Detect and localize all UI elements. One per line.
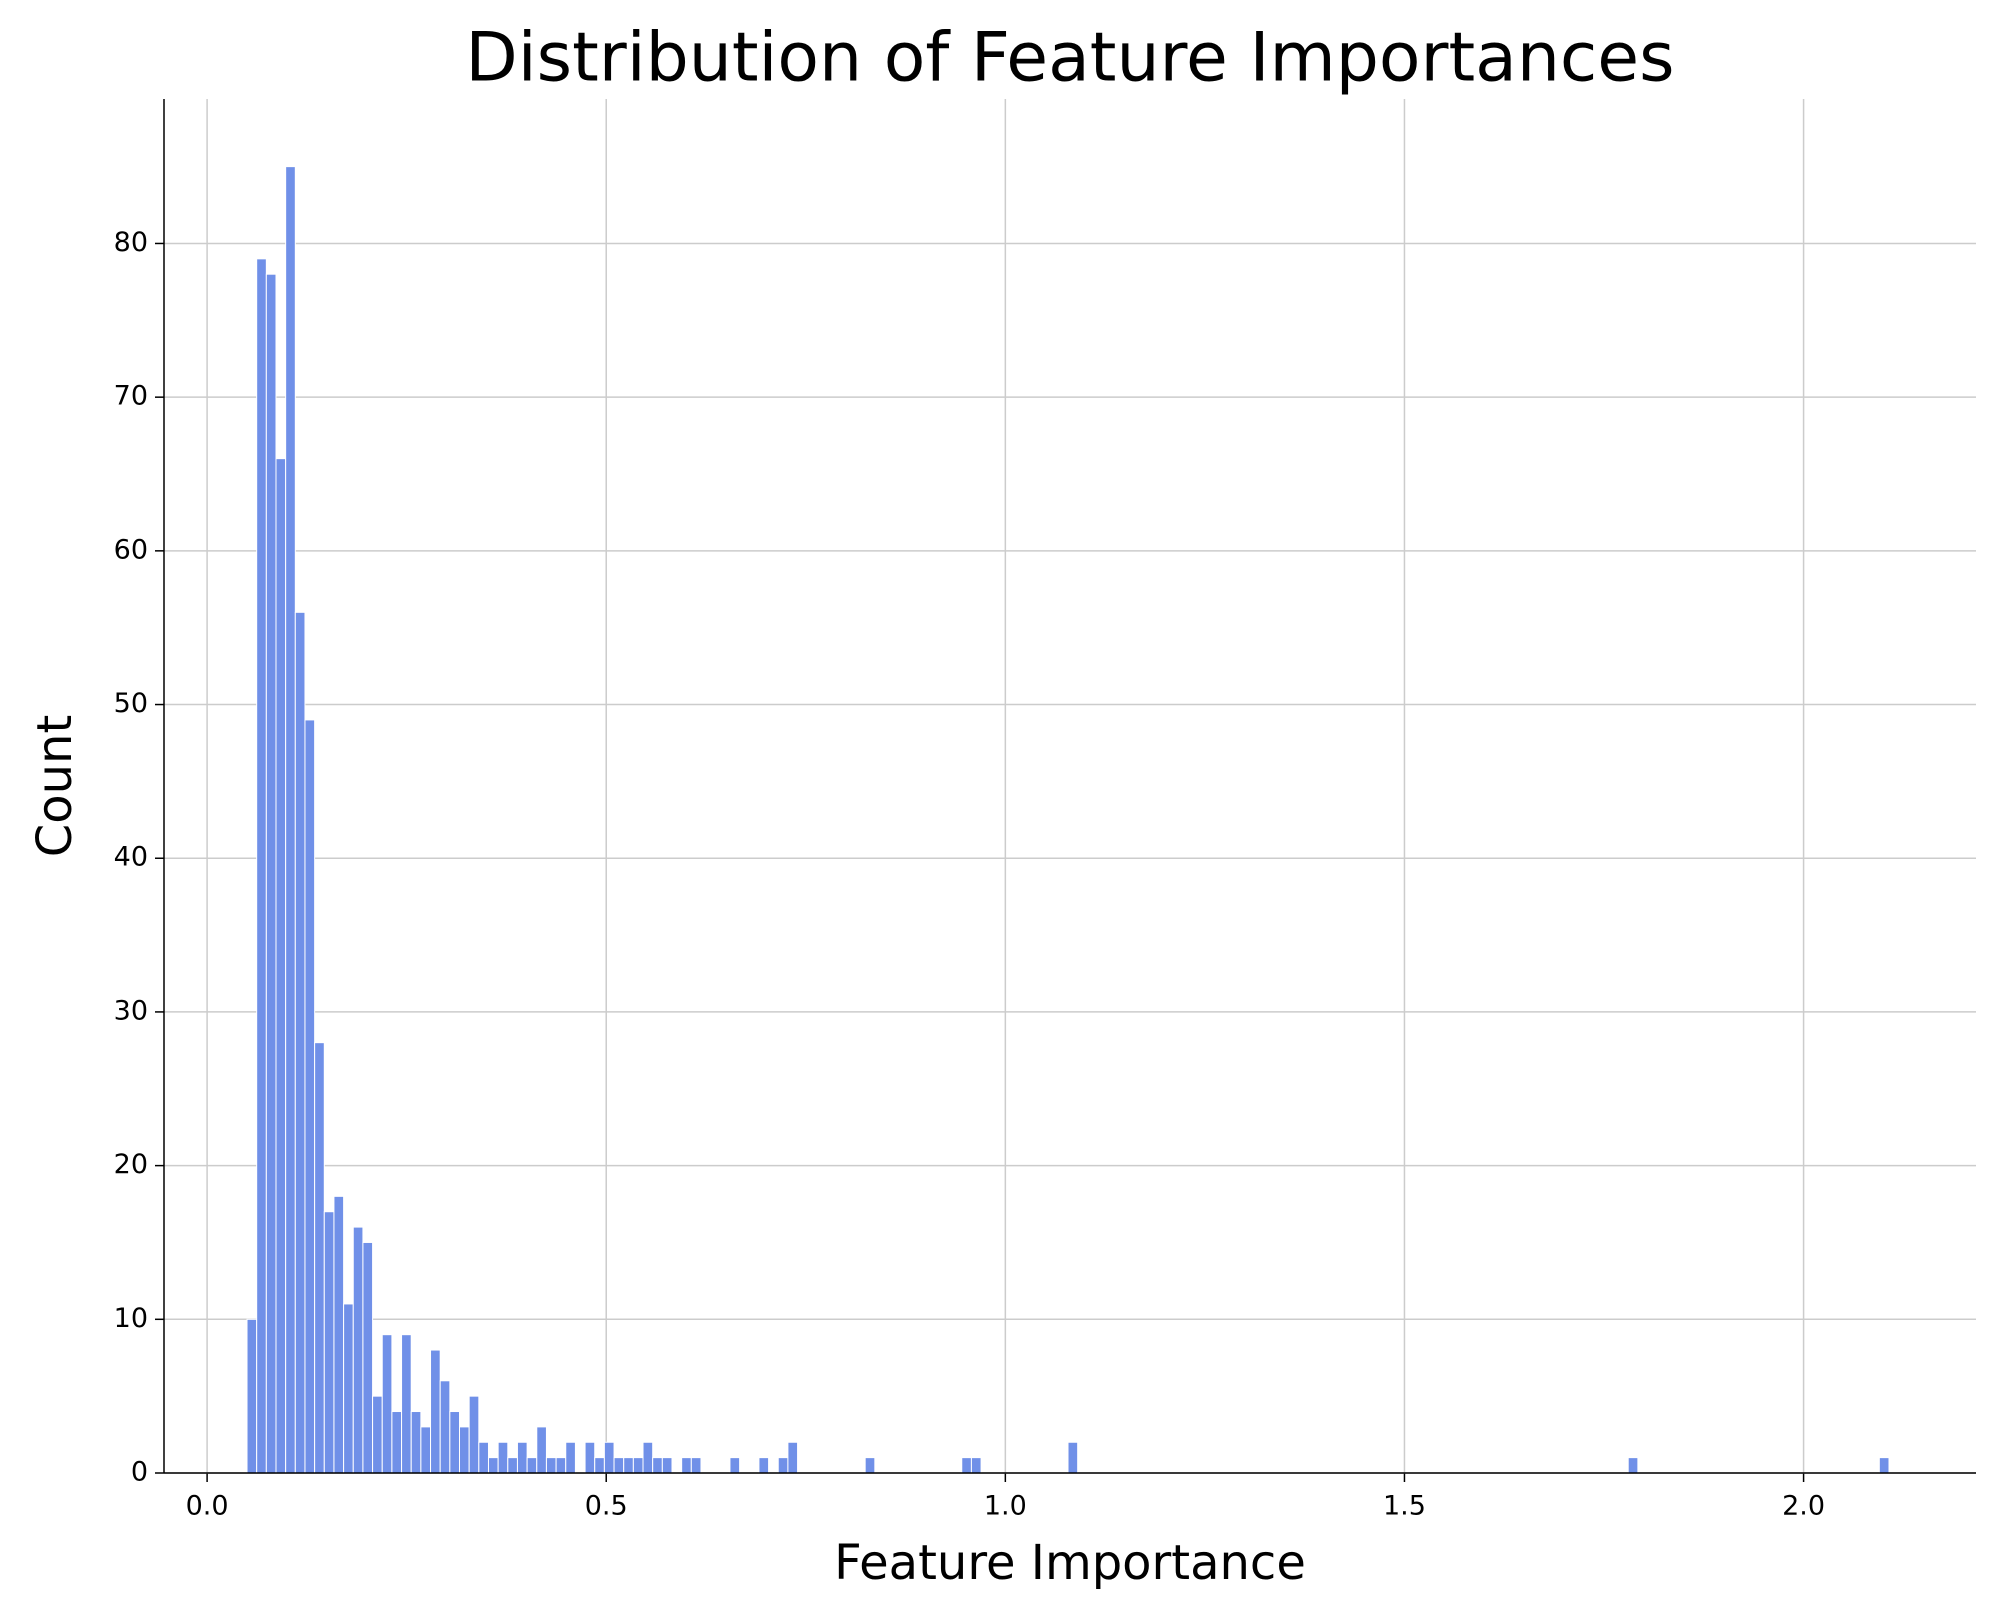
bar bbox=[459, 1426, 470, 1474]
bar bbox=[372, 1395, 383, 1474]
bar bbox=[565, 1441, 576, 1474]
y-tick-label: 70 bbox=[114, 381, 148, 412]
bar bbox=[536, 1426, 547, 1474]
bar bbox=[449, 1411, 461, 1474]
bar bbox=[323, 1211, 335, 1474]
bar bbox=[468, 1395, 480, 1474]
bar bbox=[507, 1457, 518, 1474]
bar bbox=[314, 1042, 325, 1474]
bar bbox=[970, 1457, 982, 1474]
bar bbox=[787, 1441, 799, 1474]
bar bbox=[652, 1457, 663, 1474]
bar bbox=[584, 1441, 596, 1474]
chart-title: Distribution of Feature Importances bbox=[465, 19, 1674, 98]
bar bbox=[304, 719, 316, 1474]
bar bbox=[487, 1457, 499, 1474]
bar bbox=[1878, 1457, 1890, 1474]
bar bbox=[430, 1349, 441, 1474]
bar bbox=[690, 1457, 702, 1474]
bar bbox=[613, 1457, 625, 1474]
bar bbox=[478, 1441, 489, 1474]
y-tick-label: 10 bbox=[114, 1303, 148, 1334]
bar bbox=[642, 1441, 654, 1474]
bar bbox=[681, 1457, 692, 1474]
bar bbox=[661, 1457, 673, 1474]
bar bbox=[777, 1457, 789, 1474]
bar bbox=[555, 1457, 567, 1474]
y-axis-label: Count bbox=[27, 715, 83, 858]
bar bbox=[256, 258, 267, 1474]
bar bbox=[352, 1226, 364, 1474]
bar bbox=[420, 1426, 432, 1474]
bar bbox=[343, 1303, 354, 1474]
bar bbox=[603, 1441, 615, 1474]
bar bbox=[362, 1241, 374, 1474]
bar bbox=[391, 1411, 403, 1474]
bar bbox=[632, 1457, 644, 1474]
bar bbox=[285, 166, 296, 1474]
bar bbox=[265, 273, 277, 1474]
bar bbox=[1067, 1441, 1079, 1474]
bar bbox=[333, 1195, 345, 1474]
bar bbox=[275, 458, 287, 1474]
bar bbox=[961, 1457, 972, 1474]
x-tick-label: 0.5 bbox=[585, 1491, 628, 1522]
y-tick-label: 40 bbox=[114, 842, 148, 873]
y-tick-label: 50 bbox=[114, 688, 148, 719]
bar bbox=[545, 1457, 557, 1474]
x-tick-label: 2.0 bbox=[1782, 1491, 1825, 1522]
x-tick-label: 1.5 bbox=[1383, 1491, 1426, 1522]
bar bbox=[864, 1457, 876, 1474]
y-tick-label: 0 bbox=[131, 1457, 148, 1488]
bar bbox=[410, 1411, 422, 1474]
y-tick-label: 80 bbox=[114, 227, 148, 258]
x-tick-label: 1.0 bbox=[984, 1491, 1027, 1522]
y-tick-label: 60 bbox=[114, 534, 148, 565]
x-axis-label: Feature Importance bbox=[834, 1535, 1306, 1591]
x-tick-label: 0.0 bbox=[186, 1491, 229, 1522]
bar bbox=[526, 1457, 538, 1474]
bar bbox=[294, 611, 306, 1474]
bar bbox=[1627, 1457, 1639, 1474]
bar bbox=[497, 1441, 509, 1474]
y-tick-label: 20 bbox=[114, 1149, 148, 1180]
bar bbox=[729, 1457, 741, 1474]
bar bbox=[246, 1318, 258, 1474]
bar bbox=[439, 1380, 451, 1474]
bar bbox=[623, 1457, 634, 1474]
bar bbox=[758, 1457, 770, 1474]
bar bbox=[594, 1457, 605, 1474]
bar bbox=[381, 1334, 393, 1474]
y-tick-label: 30 bbox=[114, 995, 148, 1026]
bar bbox=[516, 1441, 528, 1474]
bar bbox=[401, 1334, 412, 1474]
